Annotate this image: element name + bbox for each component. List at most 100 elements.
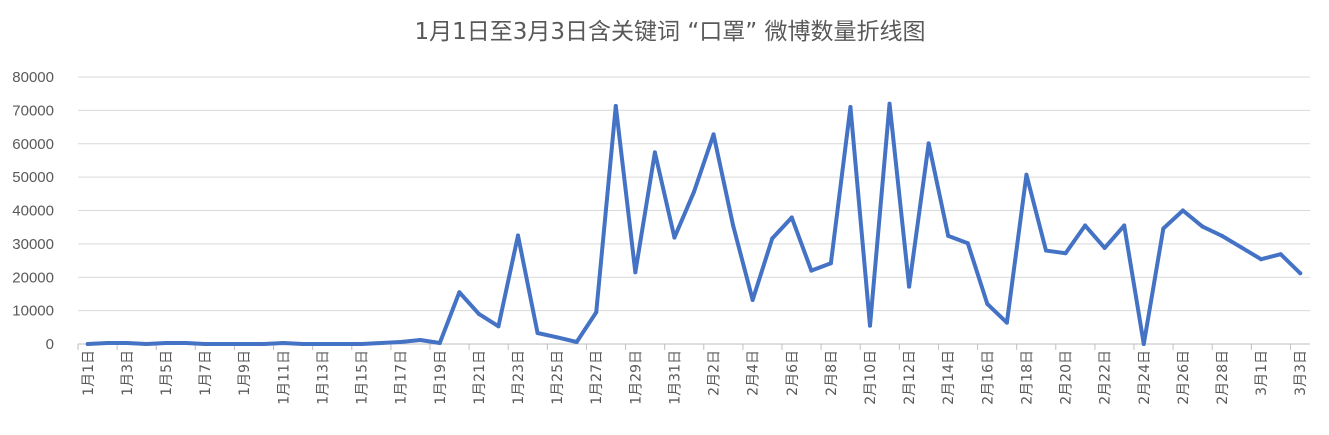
data-point: [1220, 233, 1224, 238]
x-tick-label: 2月2日: [707, 350, 723, 396]
data-point: [1102, 245, 1107, 250]
x-tick-label: 1月23日: [511, 350, 527, 405]
data-point: [613, 104, 618, 109]
data-point: [633, 270, 638, 275]
data-point: [1180, 208, 1185, 213]
data-point: [652, 150, 657, 155]
data-point: [1239, 245, 1244, 250]
x-tick-label: 1月11日: [276, 350, 292, 405]
data-point: [789, 215, 794, 220]
data-point: [555, 335, 560, 340]
data-point: [848, 105, 853, 110]
x-tick-label: 2月28日: [1215, 350, 1231, 405]
data-point: [1122, 223, 1127, 228]
x-tick-label: 1月13日: [315, 350, 331, 405]
x-tick-label: 3月3日: [1293, 350, 1309, 396]
data-point: [926, 141, 931, 146]
data-point: [320, 342, 325, 346]
x-tick-label: 2月16日: [980, 350, 996, 405]
x-tick-label: 1月15日: [355, 350, 371, 405]
data-point: [164, 340, 168, 345]
x-tick-label: 1月31日: [667, 350, 683, 405]
x-tick-label: 1月29日: [628, 350, 644, 405]
data-point: [496, 324, 501, 329]
x-tick-label: 2月20日: [1059, 350, 1075, 405]
x-axis-tick-labels: 1月1日 1月3日 1月5日 1月7日 1月9日 1月11日 1月13日 1月15日 1月17日…: [81, 350, 1309, 405]
x-tick-label: 1月21日: [472, 350, 488, 405]
x-tick-label: 1月3日: [120, 350, 136, 396]
data-point: [574, 339, 579, 344]
x-tick-label: 3月1日: [1254, 350, 1270, 396]
y-tick-label: 40000: [12, 203, 54, 220]
data-point: [359, 342, 364, 346]
data-point: [85, 342, 90, 346]
y-tick-label: 70000: [12, 102, 54, 119]
x-tick-label: 2月12日: [902, 350, 918, 405]
y-tick-label: 50000: [12, 169, 54, 186]
chart-title: 1月1日至3月3日含关键词 “口罩” 微博数量折线图: [415, 19, 926, 45]
data-point: [1063, 251, 1068, 256]
data-point: [535, 330, 540, 335]
data-point: [731, 223, 736, 228]
x-tick-label: 1月17日: [394, 350, 410, 405]
data-point: [1004, 320, 1009, 325]
gridlines: [78, 76, 1310, 312]
data-point: [1298, 271, 1303, 276]
data-point: [124, 340, 129, 345]
data-point: [594, 310, 599, 315]
data-point: [1141, 342, 1146, 346]
y-tick-label: 30000: [12, 236, 54, 253]
data-point: [1259, 257, 1264, 262]
data-point: [1024, 172, 1029, 177]
x-tick-label: 2月18日: [1019, 350, 1035, 405]
x-tick-label: 1月9日: [237, 350, 253, 396]
data-point: [965, 241, 970, 246]
data-point: [222, 342, 227, 346]
data-point: [398, 339, 403, 344]
y-tick-label: 10000: [12, 303, 54, 320]
data-point: [1083, 223, 1088, 228]
data-point: [1200, 224, 1205, 229]
x-tick-label: 2月4日: [746, 350, 762, 396]
y-axis-tick-labels: 0 10000 20000 30000 40000 50000 60000 70000 8000…: [12, 69, 54, 353]
data-point: [868, 323, 872, 328]
x-tick-label: 1月27日: [589, 350, 605, 405]
y-tick-label: 20000: [12, 269, 54, 286]
x-tick-label: 2月6日: [785, 350, 801, 396]
data-point: [340, 342, 344, 346]
x-tick-label: 1月1日: [81, 350, 97, 396]
x-tick-label: 2月26日: [1176, 350, 1192, 405]
x-tick-label: 2月10日: [863, 350, 879, 405]
data-point: [711, 132, 716, 137]
data-point: [281, 340, 286, 345]
data-point: [750, 297, 755, 302]
x-tick-label: 1月25日: [550, 350, 566, 405]
data-point: [907, 284, 912, 289]
x-tick-label: 1月5日: [159, 350, 175, 396]
data-point: [1161, 226, 1166, 231]
data-point: [144, 342, 149, 346]
y-tick-label: 60000: [12, 136, 54, 153]
x-tick-label: 2月22日: [1098, 350, 1114, 405]
y-tick-label: 0: [46, 336, 54, 353]
data-point: [887, 101, 892, 106]
data-point: [261, 342, 266, 346]
data-point: [692, 189, 696, 194]
data-point: [809, 268, 814, 273]
series-layer: [85, 101, 1303, 346]
data-point: [1278, 252, 1283, 257]
data-point: [418, 337, 423, 342]
data-point: [476, 311, 481, 316]
data-point: [457, 290, 462, 295]
data-point: [300, 342, 305, 346]
data-point: [203, 342, 208, 346]
data-point: [516, 233, 520, 238]
x-tick-label: 2月14日: [941, 350, 957, 405]
data-point: [828, 261, 833, 266]
x-tick-label: 1月19日: [433, 350, 449, 405]
data-point: [1044, 248, 1048, 253]
x-tick-label: 2月24日: [1137, 350, 1153, 405]
data-point: [379, 340, 384, 345]
data-point: [672, 235, 677, 240]
